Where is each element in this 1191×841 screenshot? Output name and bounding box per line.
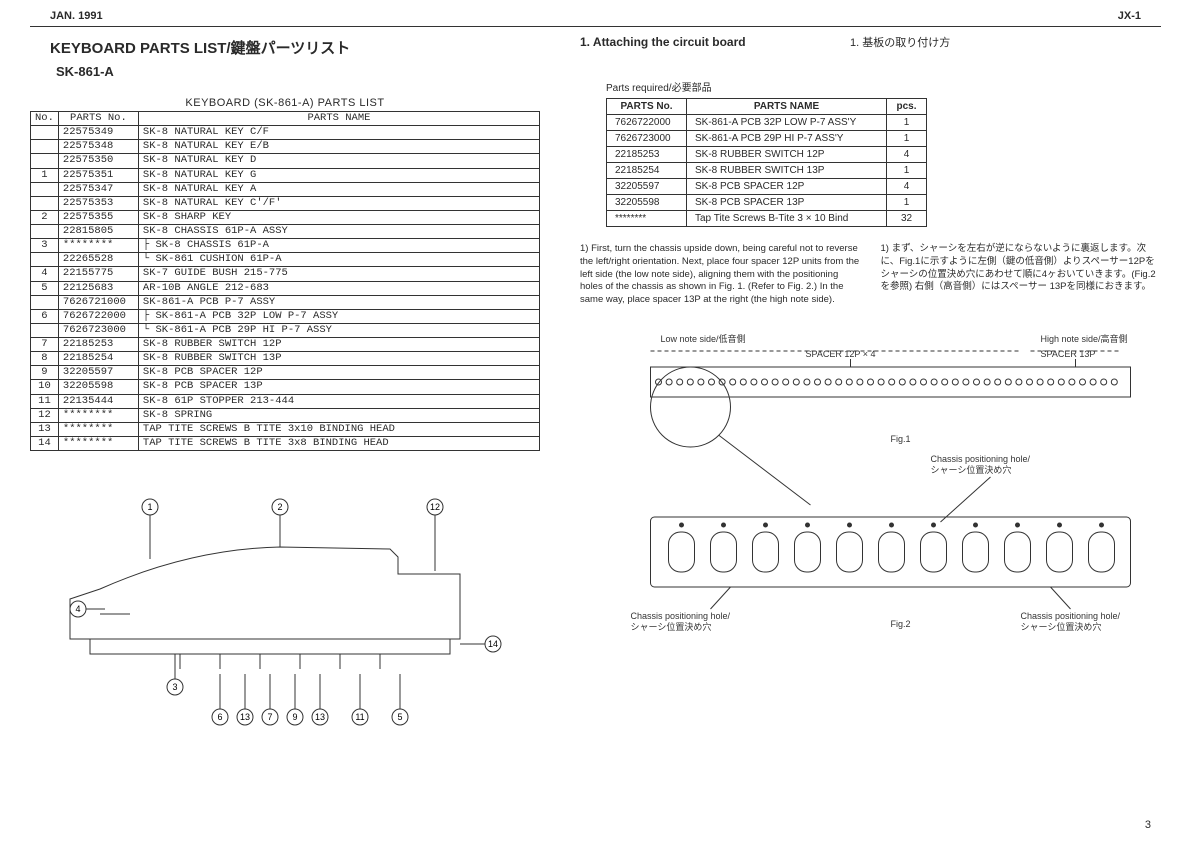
required-parts-caption: Parts required/必要部品 [606,79,1161,94]
table-row: 822185254SK-8 RUBBER SWITCH 13P [31,352,540,366]
parts-table-caption: KEYBOARD (SK-861-A) PARTS LIST [30,97,540,109]
svg-text:シャーシ位置決め穴: シャーシ位置決め穴 [1021,621,1102,632]
table-row: 222575355SK-8 SHARP KEY [31,210,540,224]
th-no: No. [31,112,59,126]
svg-text:9: 9 [292,712,297,722]
table-row: 7626723000└ SK-861-A PCB 29P HI P-7 ASSY [31,323,540,337]
table-row: 7626721000SK-861-A PCB P-7 ASSY [31,295,540,309]
parts-table: No. PARTS No. PARTS NAME 22575349SK-8 NA… [30,111,540,451]
instruction-en: 1) First, turn the chassis upside down, … [580,243,861,307]
svg-text:14: 14 [488,639,498,649]
main-title: KEYBOARD PARTS LIST/鍵盤パーツリスト [50,37,540,58]
low-note-label: Low note side/低音側 [661,333,746,344]
th-name: PARTS NAME [138,112,539,126]
svg-text:Chassis positioning hole/: Chassis positioning hole/ [1021,611,1121,621]
svg-text:13: 13 [315,712,325,722]
table-row: 22575353SK-8 NATURAL KEY C'/F' [31,196,540,210]
table-row: 722185253SK-8 RUBBER SWITCH 12P [31,338,540,352]
th-pn: PARTS No. [58,112,138,126]
table-row: 22185253SK-8 RUBBER SWITCH 12P4 [607,147,927,163]
table-row: 22815805SK-8 CHASSIS 61P-A ASSY [31,225,540,239]
svg-text:Chassis positioning hole/: Chassis positioning hole/ [631,611,731,621]
table-row: 22265528└ SK-861 CUSHION 61P-A [31,253,540,267]
svg-text:シャーシ位置決め穴: シャーシ位置決め穴 [931,464,1012,475]
table-row: 7626722000SK-861-A PCB 32P LOW P-7 ASS'Y… [607,115,927,131]
sub-title: SK-861-A [56,64,540,79]
svg-text:シャーシ位置決め穴: シャーシ位置決め穴 [631,621,712,632]
th-req-pn: PARTS No. [607,99,687,115]
table-row: 12********SK-8 SPRING [31,408,540,422]
svg-text:1: 1 [147,502,152,512]
table-row: 32205597SK-8 PCB SPACER 12P4 [607,179,927,195]
svg-text:5: 5 [397,712,402,722]
section-heading-jp: 1. 基板の取り付け方 [850,37,950,49]
th-req-pcs: pcs. [887,99,927,115]
svg-text:6: 6 [217,712,222,722]
table-row: 7626723000SK-861-A PCB 29P HI P-7 ASS'Y1 [607,131,927,147]
table-row: 932205597SK-8 PCB SPACER 12P [31,366,540,380]
table-row: 22575347SK-8 NATURAL KEY A [31,182,540,196]
required-parts-table: PARTS No. PARTS NAME pcs. 7626722000SK-8… [606,98,927,227]
header-date: JAN. 1991 [50,10,103,22]
page-number: 3 [1145,819,1151,831]
assembly-figures: Low note side/低音側 High note side/高音側 SPA… [580,327,1161,647]
keyboard-cross-section-diagram: 1 2 12 4 3 14 6 13 7 9 13 11 5 [30,479,540,729]
right-column: 1. Attaching the circuit board 1. 基板の取り付… [580,33,1161,729]
table-row: 1122135444SK-8 61P STOPPER 213-444 [31,394,540,408]
table-row: 67626722000├ SK-861-A PCB 32P LOW P-7 AS… [31,309,540,323]
chassis-hole-label-top: Chassis positioning hole/ [931,454,1031,464]
table-row: 422155775SK-7 GUIDE BUSH 215-775 [31,267,540,281]
th-req-name: PARTS NAME [687,99,887,115]
table-row: ********Tap Tite Screws B-Tite 3 × 10 Bi… [607,211,927,227]
high-note-label: High note side/高音側 [1041,333,1128,344]
table-row: 13********TAP TITE SCREWS B TITE 3x10 BI… [31,422,540,436]
table-row: 32205598SK-8 PCB SPACER 13P1 [607,195,927,211]
svg-text:3: 3 [172,682,177,692]
table-row: 22575348SK-8 NATURAL KEY E/B [31,140,540,154]
table-row: 22575350SK-8 NATURAL KEY D [31,154,540,168]
instruction-jp: 1) まず、シャーシを左右が逆にならないように裏返します。次に、Fig.1に示す… [881,243,1162,307]
svg-text:7: 7 [267,712,272,722]
fig1-label: Fig.1 [891,434,911,444]
svg-text:12: 12 [430,502,440,512]
table-row: 3********├ SK-8 CHASSIS 61P-A [31,239,540,253]
table-row: 22185254SK-8 RUBBER SWITCH 13P1 [607,163,927,179]
svg-text:4: 4 [75,604,80,614]
header-model: JX-1 [1118,10,1141,22]
svg-text:13: 13 [240,712,250,722]
table-row: 14********TAP TITE SCREWS B TITE 3x8 BIN… [31,436,540,450]
top-rule [30,26,1161,27]
table-row: 1032205598SK-8 PCB SPACER 13P [31,380,540,394]
table-row: 122575351SK-8 NATURAL KEY G [31,168,540,182]
table-row: 22575349SK-8 NATURAL KEY C/F [31,126,540,140]
left-column: KEYBOARD PARTS LIST/鍵盤パーツリスト SK-861-A KE… [30,33,540,729]
svg-text:11: 11 [355,712,364,722]
section-heading-en: 1. Attaching the circuit board [580,35,746,49]
fig2-label: Fig.2 [891,619,911,629]
svg-text:2: 2 [277,502,282,512]
table-row: 522125683AR-10B ANGLE 212-683 [31,281,540,295]
